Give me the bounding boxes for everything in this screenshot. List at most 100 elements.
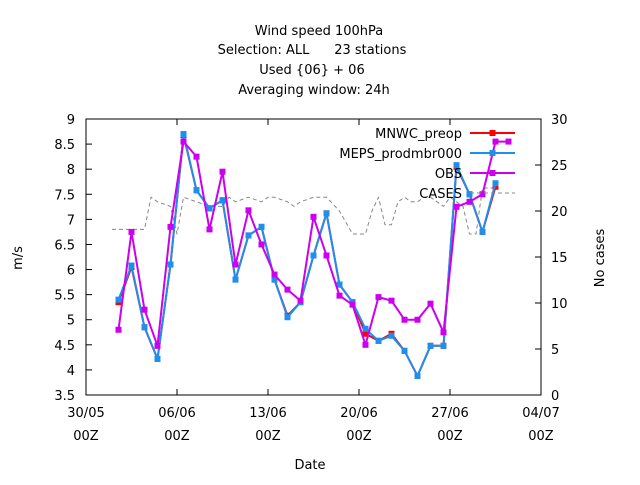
- data-point-meps-prodmbr000: [154, 355, 161, 362]
- y-tick-label: 5: [67, 314, 75, 329]
- data-point-obs: [141, 306, 148, 313]
- data-point-mnwc-preop: [362, 330, 369, 337]
- data-point-meps-prodmbr000: [206, 205, 213, 212]
- data-point-meps-prodmbr000: [141, 324, 148, 331]
- data-point-meps-prodmbr000: [375, 337, 382, 344]
- data-point-obs: [349, 301, 356, 308]
- y2-axis-label: No cases: [593, 229, 608, 288]
- data-point-obs: [167, 223, 174, 230]
- axis-ticks: 3.5 4 4.5 5 5.5 6 6.5 7 7.5 8 8.5 9 0 5 10 15 20 25 30 30/0…: [54, 113, 567, 444]
- y2-tick-label: 10: [551, 297, 568, 312]
- series-line-cases: [112, 187, 496, 235]
- data-point-meps-prodmbr000: [466, 191, 473, 198]
- series-cases: [112, 187, 496, 235]
- legend-label-meps-prodmbr000: MEPS_prodmbr000: [339, 147, 462, 162]
- x-tick-label-date: 06/06: [158, 406, 195, 421]
- data-point-meps-prodmbr000: [362, 325, 369, 332]
- data-point-obs: [427, 300, 434, 307]
- chart-title-line-4: Averaging window: 24h: [238, 83, 390, 98]
- data-point-meps-prodmbr000: [180, 131, 187, 138]
- legend-label-cases: CASES: [419, 187, 462, 202]
- data-point-meps-prodmbr000: [258, 223, 265, 230]
- y-tick-label: 8.5: [54, 138, 75, 153]
- data-point-meps-prodmbr000: [427, 342, 434, 349]
- data-point-obs: [505, 138, 512, 145]
- data-point-obs: [388, 297, 395, 304]
- data-point-meps-prodmbr000: [310, 252, 317, 259]
- legend: MNWC_preop MEPS_prodmbr000 OBS CASES: [339, 127, 515, 202]
- data-point-obs: [479, 191, 486, 198]
- x-tick-label-hour: 00Z: [255, 429, 281, 444]
- data-point-meps-prodmbr000: [479, 228, 486, 235]
- data-point-meps-prodmbr000: [323, 210, 330, 217]
- x-axis-label: Date: [294, 458, 325, 473]
- x-tick-label-hour: 00Z: [164, 429, 190, 444]
- data-point-meps-prodmbr000: [492, 180, 499, 187]
- y-tick-label: 6.5: [54, 238, 75, 253]
- y-tick-label: 9: [67, 113, 75, 128]
- data-point-obs: [362, 341, 369, 348]
- data-point-obs: [401, 316, 408, 323]
- data-point-meps-prodmbr000: [388, 332, 395, 339]
- chart-title: Wind speed 100hPa Selection: ALL 23 stat…: [218, 24, 407, 98]
- legend-marker-obs: [489, 170, 496, 176]
- legend-label-obs: OBS: [435, 167, 462, 182]
- chart-title-line-2: Selection: ALL 23 stations: [218, 43, 407, 58]
- data-point-obs: [414, 316, 421, 323]
- y-tick-label: 4: [67, 364, 75, 379]
- data-point-meps-prodmbr000: [128, 262, 135, 269]
- data-point-obs: [440, 329, 447, 336]
- data-point-obs: [232, 261, 239, 268]
- y-tick-label: 7: [67, 213, 75, 228]
- x-tick-label-date: 27/06: [431, 406, 468, 421]
- x-tick-label-date: 04/07: [522, 406, 559, 421]
- data-point-obs: [323, 252, 330, 259]
- data-point-obs: [245, 207, 252, 214]
- data-point-obs: [154, 342, 161, 349]
- y2-tick-label: 20: [551, 205, 568, 220]
- y-tick-label: 5.5: [54, 289, 75, 304]
- data-point-obs: [180, 138, 187, 145]
- data-point-obs: [310, 213, 317, 220]
- data-series: [112, 131, 512, 379]
- data-point-meps-prodmbr000: [271, 276, 278, 283]
- legend-marker-mnwc-preop: [489, 130, 496, 136]
- data-point-obs: [128, 228, 135, 235]
- data-point-meps-prodmbr000: [115, 296, 122, 303]
- data-point-obs: [258, 241, 265, 248]
- data-point-obs: [115, 326, 122, 333]
- data-point-obs: [336, 292, 343, 299]
- chart-title-line-1: Wind speed 100hPa: [255, 24, 383, 39]
- data-point-obs: [206, 226, 213, 233]
- y-tick-label: 3.5: [54, 389, 75, 404]
- data-point-meps-prodmbr000: [336, 281, 343, 288]
- x-tick-label-hour: 00Z: [437, 429, 463, 444]
- x-tick-label-hour: 00Z: [528, 429, 554, 444]
- x-tick-label-date: 13/06: [249, 406, 286, 421]
- data-point-meps-prodmbr000: [193, 187, 200, 194]
- data-point-obs: [492, 138, 499, 145]
- legend-label-mnwc-preop: MNWC_preop: [375, 127, 462, 142]
- y-tick-label: 7.5: [54, 188, 75, 203]
- y2-tick-label: 15: [551, 251, 568, 266]
- data-point-meps-prodmbr000: [284, 314, 291, 321]
- y-tick-label: 4.5: [54, 339, 75, 354]
- y2-tick-label: 25: [551, 159, 568, 174]
- y-tick-label: 8: [67, 163, 75, 178]
- data-point-obs: [297, 297, 304, 304]
- chart-title-line-3: Used {06} + 06: [259, 63, 364, 78]
- data-point-meps-prodmbr000: [245, 232, 252, 239]
- y2-tick-label: 5: [551, 343, 559, 358]
- y2-tick-label: 0: [551, 389, 559, 404]
- x-tick-label-date: 20/06: [340, 406, 377, 421]
- data-point-meps-prodmbr000: [440, 342, 447, 349]
- data-point-obs: [453, 203, 460, 210]
- legend-marker-meps-prodmbr000: [489, 150, 496, 156]
- data-point-obs: [271, 271, 278, 278]
- data-point-meps-prodmbr000: [232, 276, 239, 283]
- data-point-meps-prodmbr000: [414, 372, 421, 379]
- data-point-obs: [375, 294, 382, 301]
- y2-tick-label: 30: [551, 113, 568, 128]
